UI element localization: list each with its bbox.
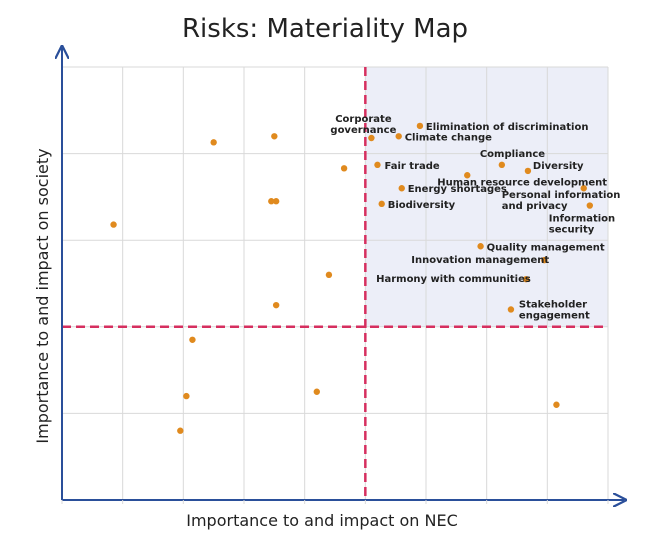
scatter-point (580, 185, 587, 192)
point-label: Energy shortages (408, 184, 507, 195)
scatter-point (210, 139, 217, 146)
point-label: Climate change (405, 132, 492, 143)
scatter-point (395, 133, 402, 140)
scatter-point (553, 401, 560, 408)
scatter-point (272, 301, 280, 309)
x-axis-label: Importance to and impact on NEC (186, 511, 458, 530)
point-label: Elimination of discrimination (426, 122, 589, 133)
scatter-point (340, 165, 348, 172)
scatter-point (374, 161, 381, 169)
point-label: Information security (549, 214, 615, 236)
point-label: Innovation management (411, 255, 549, 266)
point-label: Human resource development (437, 177, 607, 188)
scatter-point (268, 198, 275, 205)
point-label: Quality management (487, 242, 605, 253)
scatter-point (183, 392, 190, 400)
scatter-point (498, 161, 506, 169)
scatter-point (368, 134, 375, 142)
point-label: Harmony with communities (376, 274, 531, 285)
scatter-point (325, 271, 333, 279)
scatter-point (507, 306, 515, 313)
point-label: Biodiversity (388, 200, 456, 211)
scatter-point (522, 275, 530, 283)
scatter-point (271, 133, 278, 140)
scatter-point (378, 200, 385, 208)
scatter-point (524, 167, 532, 175)
y-axis-label: Importance to and impact on society (33, 148, 52, 443)
scatter-point (313, 388, 320, 395)
point-label: Personal information and privacy (502, 190, 621, 212)
scatter-point (464, 172, 471, 179)
scatter-point (541, 256, 548, 264)
point-label: Fair trade (384, 161, 439, 172)
scatter-point (416, 122, 424, 130)
point-label: Stakeholder engagement (519, 299, 590, 321)
scatter-point (189, 336, 196, 343)
point-label: Corporate governance (330, 114, 396, 136)
scatter-point (398, 185, 405, 192)
scatter-point (586, 202, 593, 209)
scatter-point (477, 243, 484, 250)
scatter-point (272, 198, 280, 205)
scatter-point (177, 427, 184, 434)
point-label: Diversity (533, 161, 584, 172)
chart-title: Risks: Materiality Map (181, 14, 469, 44)
scatter-point (110, 221, 117, 228)
point-label: Compliance (480, 149, 545, 160)
